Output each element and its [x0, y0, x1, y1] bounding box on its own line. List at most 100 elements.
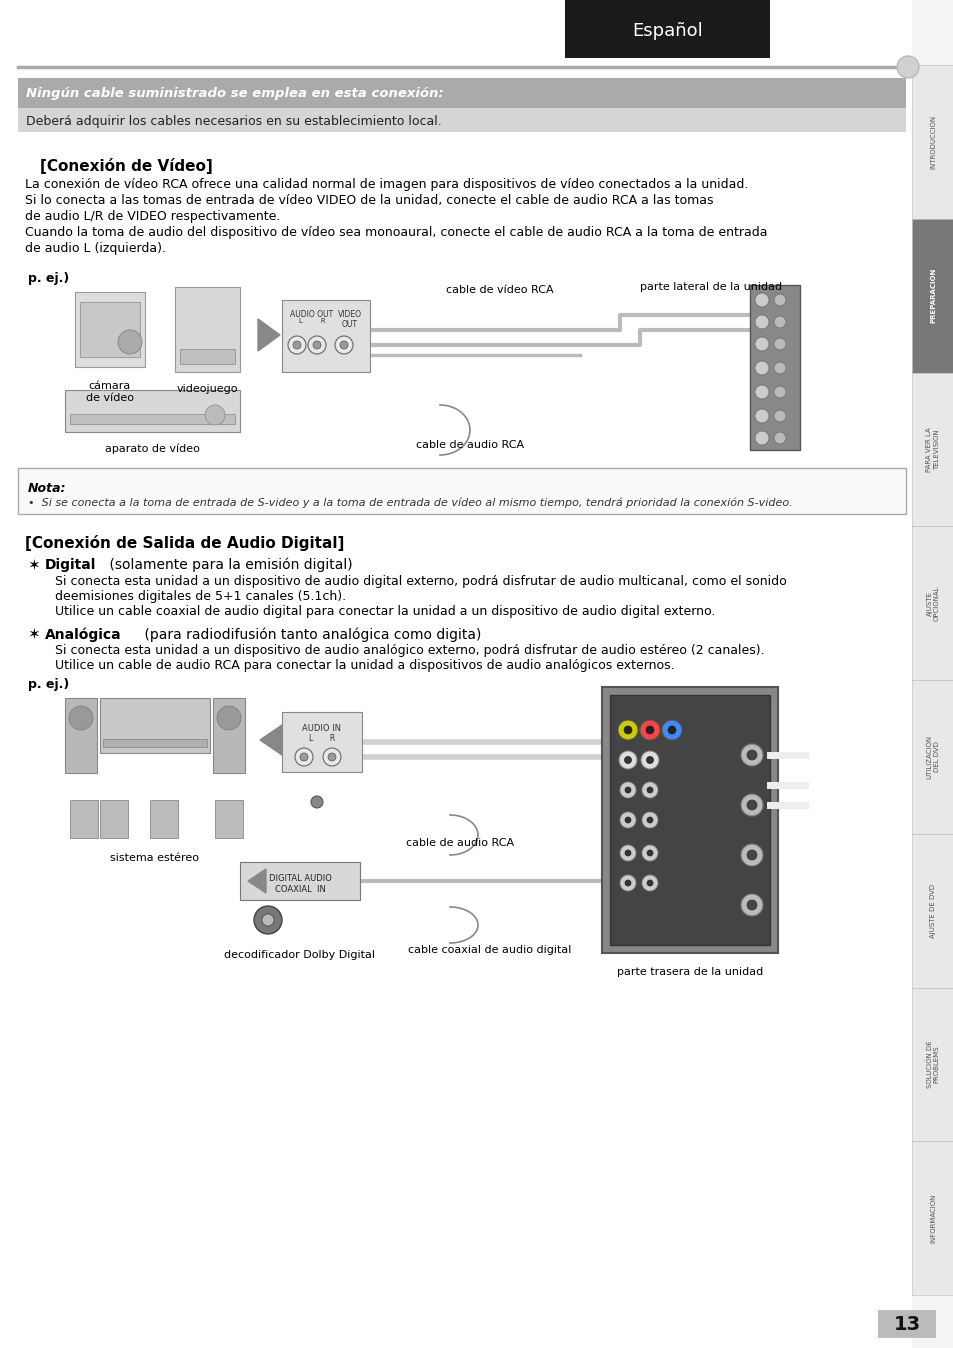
Text: deemisiones digitales de 5+1 canales (5.1ch).: deemisiones digitales de 5+1 canales (5.… — [55, 590, 346, 603]
Polygon shape — [257, 319, 280, 350]
Circle shape — [253, 906, 282, 934]
Text: AJUSTE
OPCIONAL: AJUSTE OPCIONAL — [925, 585, 939, 621]
Circle shape — [667, 727, 676, 735]
Text: (para radiodifusión tanto analógica como digita): (para radiodifusión tanto analógica como… — [140, 627, 481, 642]
Circle shape — [773, 363, 785, 373]
Text: AUDIO IN: AUDIO IN — [302, 724, 341, 733]
Circle shape — [619, 845, 636, 861]
Circle shape — [335, 336, 353, 355]
Circle shape — [773, 294, 785, 306]
Circle shape — [288, 336, 306, 355]
Text: [Conexión de Vídeo]: [Conexión de Vídeo] — [40, 158, 213, 174]
Circle shape — [205, 404, 225, 425]
Circle shape — [619, 875, 636, 891]
Circle shape — [740, 744, 762, 766]
Text: Utilice un cable de audio RCA para conectar la unidad a dispositivos de audio an: Utilice un cable de audio RCA para conec… — [55, 659, 674, 673]
Circle shape — [754, 408, 768, 423]
Bar — [911, 988, 953, 1142]
Text: parte trasera de la unidad: parte trasera de la unidad — [617, 967, 762, 977]
Circle shape — [323, 748, 340, 766]
Circle shape — [646, 756, 653, 763]
Circle shape — [754, 361, 768, 375]
Text: DIGITAL AUDIO
COAXIAL  IN: DIGITAL AUDIO COAXIAL IN — [269, 875, 331, 894]
Bar — [877, 1310, 935, 1339]
Bar — [213, 698, 245, 772]
Circle shape — [754, 337, 768, 350]
Polygon shape — [248, 869, 266, 892]
Circle shape — [746, 900, 757, 910]
Bar — [75, 293, 145, 367]
Bar — [100, 799, 128, 838]
Circle shape — [640, 751, 659, 768]
Circle shape — [645, 727, 654, 735]
Circle shape — [740, 844, 762, 865]
Text: de audio L (izquierda).: de audio L (izquierda). — [25, 243, 166, 255]
Text: Si conecta esta unidad a un dispositivo de audio analógico externo, podrá disfru: Si conecta esta unidad a un dispositivo … — [55, 644, 763, 656]
Circle shape — [754, 431, 768, 445]
Text: parte lateral de la unidad: parte lateral de la unidad — [639, 282, 781, 293]
Circle shape — [624, 817, 630, 824]
Circle shape — [646, 851, 652, 856]
Bar — [18, 78, 905, 108]
Bar — [911, 1142, 953, 1295]
Text: cable coaxial de audio digital: cable coaxial de audio digital — [408, 945, 571, 954]
Bar — [150, 799, 178, 838]
Text: cable de audio RCA: cable de audio RCA — [406, 838, 514, 848]
Bar — [174, 287, 240, 372]
Bar — [70, 414, 234, 425]
Circle shape — [624, 851, 630, 856]
Bar — [282, 712, 361, 772]
Circle shape — [754, 293, 768, 307]
Bar — [911, 679, 953, 834]
Circle shape — [773, 386, 785, 398]
Text: cable de audio RCA: cable de audio RCA — [416, 439, 523, 450]
Bar — [65, 390, 240, 431]
Bar — [609, 696, 769, 945]
Bar — [240, 861, 359, 900]
Text: Analógica: Analógica — [45, 627, 121, 642]
Bar — [180, 349, 234, 364]
Text: L       R: L R — [309, 735, 335, 743]
Bar — [214, 799, 243, 838]
Polygon shape — [260, 725, 282, 755]
Text: (solamente para la emisión digital): (solamente para la emisión digital) — [105, 558, 353, 573]
Bar — [103, 739, 207, 747]
Circle shape — [118, 330, 142, 355]
Circle shape — [740, 794, 762, 816]
Bar — [65, 698, 97, 772]
Circle shape — [639, 720, 659, 740]
Circle shape — [773, 410, 785, 422]
Text: aparato de vídeo: aparato de vídeo — [105, 443, 200, 454]
Circle shape — [308, 336, 326, 355]
Circle shape — [641, 811, 658, 828]
Circle shape — [624, 787, 630, 793]
Circle shape — [624, 880, 630, 886]
Circle shape — [69, 706, 92, 731]
Circle shape — [618, 751, 637, 768]
Bar — [911, 0, 953, 1348]
Text: cámara
de vídeo: cámara de vídeo — [86, 381, 133, 403]
Text: Si conecta esta unidad a un dispositivo de audio digital externo, podrá disfruta: Si conecta esta unidad a un dispositivo … — [55, 576, 786, 588]
Text: 13: 13 — [893, 1316, 920, 1335]
Circle shape — [773, 431, 785, 443]
Circle shape — [646, 787, 652, 793]
Bar — [911, 65, 953, 218]
Text: SOLUCIÓN DE
PROBLEMS: SOLUCIÓN DE PROBLEMS — [925, 1041, 939, 1088]
Circle shape — [328, 754, 335, 762]
Circle shape — [746, 851, 757, 860]
Text: decodificador Dolby Digital: decodificador Dolby Digital — [224, 950, 375, 960]
Text: VIDEO
OUT: VIDEO OUT — [337, 310, 361, 329]
Text: INFORMACIÓN: INFORMACIÓN — [929, 1193, 935, 1243]
Text: L        R: L R — [298, 318, 325, 324]
Text: ✶: ✶ — [28, 558, 41, 573]
Bar — [80, 302, 140, 357]
Text: •  Si se conecta a la toma de entrada de S-video y a la toma de entrada de vídeo: • Si se conecta a la toma de entrada de … — [28, 497, 792, 508]
Text: p. ej.): p. ej.) — [28, 678, 70, 692]
Circle shape — [896, 57, 918, 78]
Text: sistema estéreo: sistema estéreo — [111, 853, 199, 863]
Bar — [911, 218, 953, 372]
Bar — [100, 698, 210, 754]
Text: p. ej.): p. ej.) — [28, 272, 70, 284]
Bar — [911, 372, 953, 526]
Circle shape — [773, 338, 785, 350]
